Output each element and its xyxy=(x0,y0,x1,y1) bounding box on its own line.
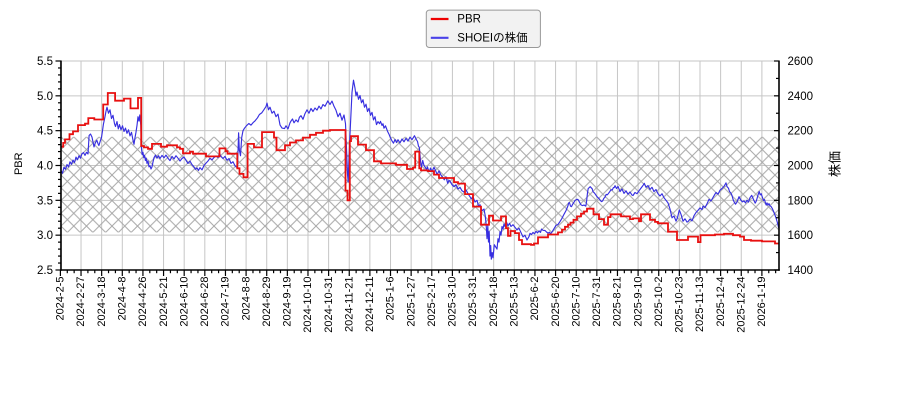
svg-text:5.0: 5.0 xyxy=(37,91,53,103)
svg-text:2025-11-13: 2025-11-13 xyxy=(694,277,706,332)
svg-text:2024-5-21: 2024-5-21 xyxy=(158,277,170,327)
svg-text:2025-6-2: 2025-6-2 xyxy=(529,277,541,321)
svg-text:2400: 2400 xyxy=(788,91,814,103)
svg-text:2024-4-26: 2024-4-26 xyxy=(137,277,149,327)
svg-text:2024-7-19: 2024-7-19 xyxy=(220,277,232,327)
svg-text:2000: 2000 xyxy=(788,161,814,173)
svg-text:2025-12-24: 2025-12-24 xyxy=(735,277,747,333)
svg-text:1600: 1600 xyxy=(788,230,814,242)
svg-text:4.5: 4.5 xyxy=(37,126,53,138)
svg-text:2025-12-4: 2025-12-4 xyxy=(715,277,727,327)
svg-text:2.5: 2.5 xyxy=(37,265,53,277)
svg-text:2025-3-10: 2025-3-10 xyxy=(447,277,459,327)
svg-text:2600: 2600 xyxy=(788,56,814,68)
svg-text:2025-1-27: 2025-1-27 xyxy=(405,277,417,327)
svg-text:2025-4-18: 2025-4-18 xyxy=(488,277,500,327)
svg-text:2026-1-19: 2026-1-19 xyxy=(756,277,768,327)
svg-text:2024-8-29: 2024-8-29 xyxy=(261,277,273,327)
svg-text:2024-8-8: 2024-8-8 xyxy=(240,277,252,321)
svg-text:PBR: PBR xyxy=(457,14,481,26)
svg-text:2025-2-17: 2025-2-17 xyxy=(426,277,438,327)
svg-text:1800: 1800 xyxy=(788,195,814,207)
svg-text:2024-6-10: 2024-6-10 xyxy=(178,277,190,327)
svg-text:1400: 1400 xyxy=(788,265,814,277)
svg-text:SHOEIの株価: SHOEIの株価 xyxy=(457,30,527,44)
svg-text:2200: 2200 xyxy=(788,126,814,138)
svg-text:2024-3-18: 2024-3-18 xyxy=(96,277,108,327)
svg-text:2025-8-21: 2025-8-21 xyxy=(612,277,624,327)
svg-text:2025-7-10: 2025-7-10 xyxy=(570,277,582,327)
svg-text:2025-6-20: 2025-6-20 xyxy=(550,277,562,327)
svg-text:3.5: 3.5 xyxy=(37,195,53,207)
svg-text:2025-1-6: 2025-1-6 xyxy=(385,277,397,321)
svg-text:株価: 株価 xyxy=(828,151,843,177)
svg-text:2024-10-31: 2024-10-31 xyxy=(323,277,335,333)
svg-text:4.0: 4.0 xyxy=(37,161,53,173)
svg-text:2024-2-5: 2024-2-5 xyxy=(55,277,67,321)
svg-text:2024-2-27: 2024-2-27 xyxy=(75,277,87,327)
svg-text:2025-3-31: 2025-3-31 xyxy=(467,277,479,327)
svg-text:2024-12-11: 2024-12-11 xyxy=(364,277,376,332)
svg-text:PBR: PBR xyxy=(13,152,25,175)
svg-text:3.0: 3.0 xyxy=(37,230,53,242)
svg-text:2024-11-21: 2024-11-21 xyxy=(343,277,355,332)
svg-text:2025-10-23: 2025-10-23 xyxy=(674,277,686,333)
svg-text:2025-9-10: 2025-9-10 xyxy=(632,277,644,327)
svg-text:2024-6-28: 2024-6-28 xyxy=(199,277,211,327)
svg-text:2025-5-13: 2025-5-13 xyxy=(509,277,521,327)
svg-text:2024-9-19: 2024-9-19 xyxy=(282,277,294,327)
svg-text:2025-7-31: 2025-7-31 xyxy=(591,277,603,327)
svg-text:2024-10-10: 2024-10-10 xyxy=(302,277,314,333)
svg-text:2024-4-8: 2024-4-8 xyxy=(117,277,129,321)
svg-text:2025-10-2: 2025-10-2 xyxy=(653,277,665,327)
svg-text:5.5: 5.5 xyxy=(37,56,53,68)
